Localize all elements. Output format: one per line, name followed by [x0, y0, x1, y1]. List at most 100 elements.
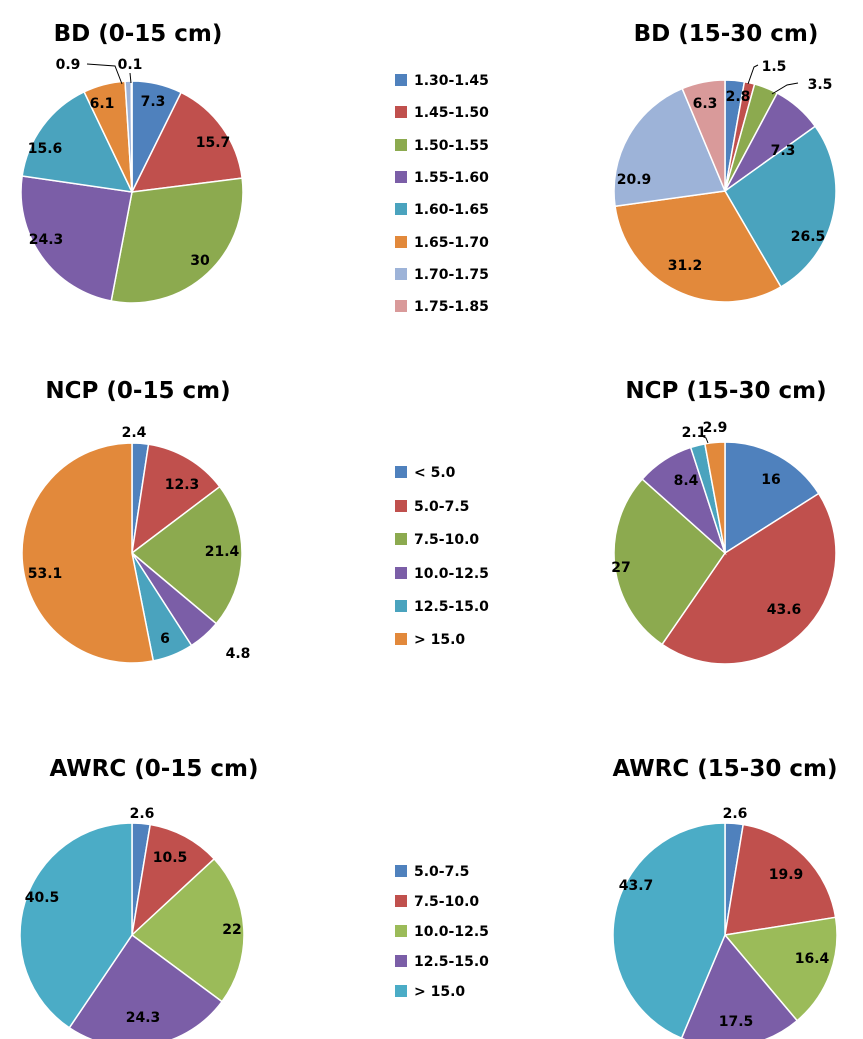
legend-item: 10.0-12.5 [395, 566, 489, 582]
pie-slice [612, 822, 726, 1039]
legend-label: 1.30-1.45 [414, 73, 489, 89]
slice-label: 2.6 [130, 806, 155, 822]
pie-slice [21, 442, 155, 664]
pie-slice [21, 90, 134, 193]
pie-slice [681, 79, 726, 192]
legend-label: 5.0-7.5 [414, 499, 469, 515]
legend-label: 7.5-10.0 [414, 894, 479, 910]
legend-swatch [395, 300, 407, 312]
pie-slices [20, 80, 244, 304]
legend-item: 12.5-15.0 [395, 954, 489, 970]
slice-label: 0.1 [118, 57, 143, 73]
slice-label: 43.7 [619, 878, 654, 894]
slice-label: 16.4 [795, 951, 830, 967]
slice-label: 6 [160, 631, 170, 647]
slice-label: 40.5 [25, 890, 60, 906]
pie-slice [724, 441, 820, 555]
legend-swatch [395, 600, 407, 612]
slice-label: 15.6 [28, 141, 63, 157]
legend-item: 1.30-1.45 [395, 73, 489, 89]
legend-item: 1.75-1.85 [395, 299, 489, 315]
slice-label: 2.6 [723, 806, 748, 822]
pie-chart-bd-15-30: BD (15-30 cm) 2.8 1.5 3.5 7.3 26.5 31.2 … [613, 21, 837, 303]
pie-slices [21, 442, 243, 664]
pie-slice [613, 87, 727, 208]
legend-label: > 15.0 [414, 984, 465, 1000]
chart-title: BD (15-30 cm) [634, 21, 819, 47]
slice-label: 6.3 [693, 96, 718, 112]
legend-label: 1.65-1.70 [414, 235, 489, 251]
slice-label: 30 [190, 253, 210, 269]
pie-slice [130, 443, 221, 555]
slice-label: 24.3 [29, 232, 64, 248]
pie-slice [614, 190, 782, 303]
pie-chart-awrc-0-15: AWRC (0-15 cm) 2.6 10.5 22 24.3 40.5 [19, 756, 258, 1039]
slice-label: 10.5 [153, 850, 188, 866]
pie-slice [68, 933, 224, 1039]
leader-line [747, 64, 759, 85]
slice-labels: 2.6 10.5 22 24.3 40.5 [25, 806, 242, 1026]
legend-item: 10.0-12.5 [395, 924, 489, 940]
legend-label: 10.0-12.5 [414, 566, 489, 582]
slice-label: 7.3 [771, 143, 796, 159]
pie-slice [20, 175, 133, 302]
legend-swatch [395, 533, 407, 545]
legend-swatch [395, 171, 407, 183]
legend-label: 12.5-15.0 [414, 954, 489, 970]
legend-item: < 5.0 [395, 465, 456, 481]
pie-chart-ncp-15-30: NCP (15-30 cm) 16 43.6 27 8.4 2.1 2.9 [611, 378, 837, 665]
slice-labels: 2.6 19.9 16.4 17.5 43.7 [619, 806, 830, 1030]
slice-label: 31.2 [668, 258, 703, 274]
pie-slice [613, 478, 726, 646]
legend-ncp: < 5.0 5.0-7.5 7.5-10.0 10.0-12.5 12.5-15… [395, 465, 489, 648]
slice-label: 6.1 [90, 96, 115, 112]
pie-chart-awrc-15-30: AWRC (15-30 cm) 2.6 19.9 16.4 17.5 43.7 [612, 756, 838, 1039]
slice-label: 2.9 [703, 420, 728, 436]
slice-label: 4.8 [226, 646, 251, 662]
slice-label: 16 [761, 472, 780, 488]
legend-swatch [395, 139, 407, 151]
slice-label: 22 [222, 922, 241, 938]
slice-labels: 2.8 1.5 3.5 7.3 26.5 31.2 20.9 6.3 [617, 59, 833, 274]
leader-line [86, 63, 123, 85]
pie-slice [704, 441, 726, 554]
slice-label: 20.9 [617, 172, 652, 188]
legend-label: 5.0-7.5 [414, 864, 469, 880]
legend-label: 1.60-1.65 [414, 202, 489, 218]
legend-swatch [395, 74, 407, 86]
slice-label: 26.5 [791, 229, 826, 245]
legend-item: 5.0-7.5 [395, 499, 469, 515]
pie-slice [19, 822, 133, 1029]
legend-swatch [395, 203, 407, 215]
slice-label: 15.7 [196, 135, 231, 151]
legend-swatch [395, 865, 407, 877]
leader-line [129, 72, 132, 84]
legend-swatch [395, 268, 407, 280]
slice-label: 3.5 [808, 77, 833, 93]
legend-label: 1.45-1.50 [414, 105, 489, 121]
legend-swatch [395, 567, 407, 579]
slice-label: 2.1 [682, 425, 707, 441]
slice-label: 21.4 [205, 544, 240, 560]
pie-slice [130, 485, 243, 625]
legend-swatch [395, 500, 407, 512]
leader-line [701, 435, 709, 444]
legend-item: 1.70-1.75 [395, 267, 489, 283]
legend-swatch [395, 236, 407, 248]
pie-slice [680, 933, 799, 1039]
legend-item: 7.5-10.0 [395, 894, 479, 910]
legend-swatch [395, 106, 407, 118]
legend-item: 7.5-10.0 [395, 532, 479, 548]
legend-label: 10.0-12.5 [414, 924, 489, 940]
legend-item: 12.5-15.0 [395, 599, 489, 615]
pie-slice [130, 80, 133, 193]
legend-swatch [395, 895, 407, 907]
legend-item: 1.45-1.50 [395, 105, 489, 121]
chart-title: AWRC (15-30 cm) [613, 756, 838, 782]
pie-slices [19, 822, 245, 1039]
slice-labels: 2.4 12.3 21.4 4.8 6 53.1 [28, 425, 251, 662]
legend-item: 1.55-1.60 [395, 170, 489, 186]
slice-label: 17.5 [719, 1014, 754, 1030]
pie-slice [130, 857, 245, 1003]
